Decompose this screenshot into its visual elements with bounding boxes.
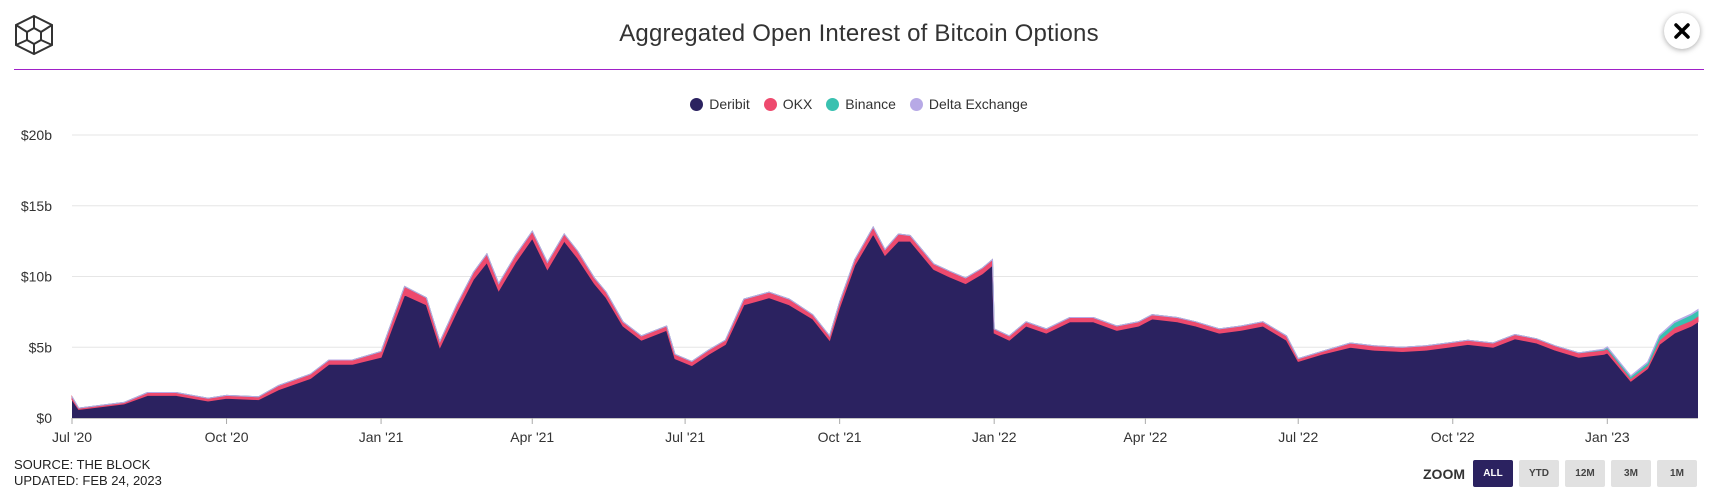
x-tick-label: Apr '22	[1123, 429, 1167, 445]
x-tick-label: Jul '20	[52, 429, 92, 445]
x-tick-label: Oct '21	[818, 429, 862, 445]
chart-legend: Deribit OKX Binance Delta Exchange	[0, 96, 1718, 112]
y-axis: $0 $5b $10b $15b $20b	[21, 127, 52, 426]
legend-label-okx: OKX	[782, 96, 813, 112]
source-note: SOURCE: THE BLOCK UPDATED: FEB 24, 2023	[14, 457, 162, 489]
zoom-controls: ZOOM ALL YTD 12M 3M 1M	[1423, 460, 1697, 487]
x-tick-label: Oct '22	[1431, 429, 1475, 445]
chart-title: Aggregated Open Interest of Bitcoin Opti…	[619, 20, 1099, 47]
legend-dot-deribit	[690, 97, 704, 111]
zoom-3m-button[interactable]: 3M	[1611, 460, 1651, 487]
stacked-areas	[71, 225, 1699, 418]
x-tick-label: Jan '22	[972, 429, 1017, 445]
legend-dot-okx	[763, 97, 777, 111]
zoom-1m-button[interactable]: 1M	[1657, 460, 1697, 487]
updated-text: UPDATED: FEB 24, 2023	[14, 473, 162, 488]
y-tick-label: $0	[36, 410, 52, 426]
x-tick-label: Jul '22	[1278, 429, 1318, 445]
y-tick-label: $5b	[29, 339, 53, 355]
zoom-12m-button[interactable]: 12M	[1565, 460, 1605, 487]
the-block-logo	[14, 14, 54, 56]
source-text: SOURCE: THE BLOCK	[14, 457, 151, 472]
x-tick-label: Oct '20	[205, 429, 249, 445]
x-axis: Jul '20 Oct '20 Jan '21 Apr '21 Jul '21 Oct '…	[52, 418, 1630, 445]
header-divider	[14, 69, 1704, 70]
legend-label-delta-exchange: Delta Exchange	[928, 96, 1028, 112]
close-button[interactable]	[1664, 13, 1700, 49]
x-tick-label: Jan '21	[359, 429, 404, 445]
y-tick-label: $10b	[21, 269, 52, 285]
y-tick-label: $15b	[21, 198, 52, 214]
series-area-deribit	[72, 234, 1698, 418]
legend-item-delta-exchange[interactable]: Delta Exchange	[909, 96, 1028, 112]
x-tick-label: Apr '21	[510, 429, 554, 445]
zoom-label: ZOOM	[1423, 465, 1465, 482]
x-tick-label: Jul '21	[665, 429, 705, 445]
legend-label-deribit: Deribit	[709, 96, 750, 112]
zoom-ytd-button[interactable]: YTD	[1519, 460, 1559, 487]
legend-item-deribit[interactable]: Deribit	[690, 96, 750, 112]
legend-label-binance: Binance	[845, 96, 896, 112]
legend-item-binance[interactable]: Binance	[826, 96, 896, 112]
y-tick-label: $20b	[21, 127, 52, 143]
legend-item-okx[interactable]: OKX	[763, 96, 813, 112]
legend-dot-delta-exchange	[909, 97, 923, 111]
x-tick-label: Jan '23	[1585, 429, 1630, 445]
legend-dot-binance	[826, 97, 840, 111]
close-icon	[1674, 23, 1690, 39]
series-area-delta-exchange	[71, 225, 1699, 409]
zoom-all-button[interactable]: ALL	[1473, 460, 1513, 487]
